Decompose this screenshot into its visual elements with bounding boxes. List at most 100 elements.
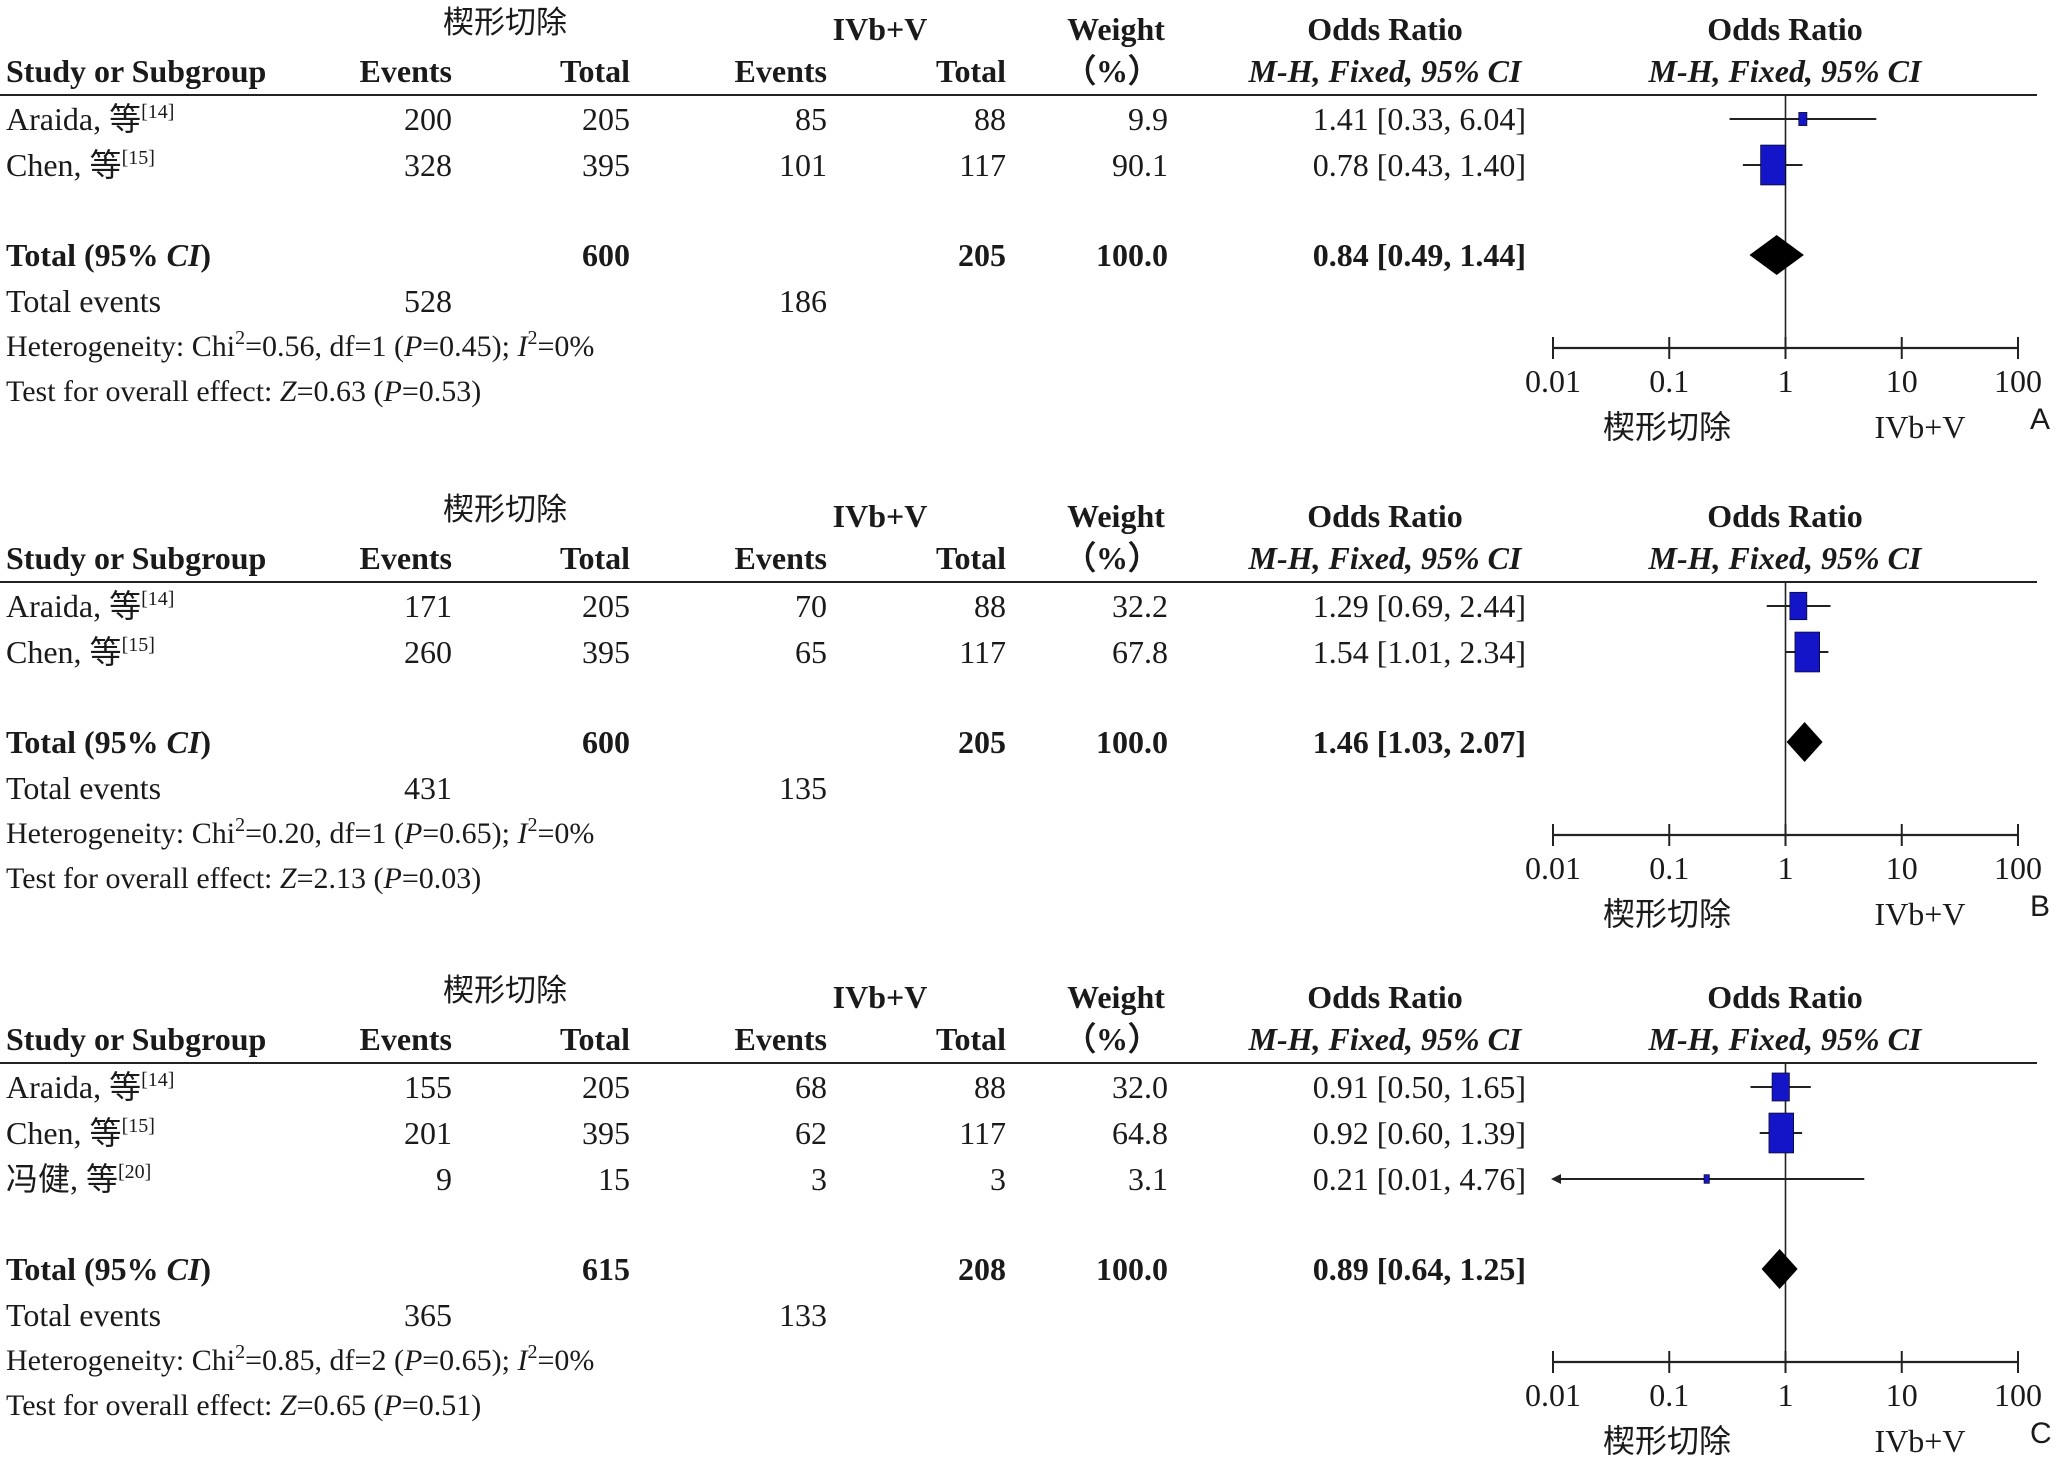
x-tick-label: 10 xyxy=(1886,1377,1918,1413)
or-header-plot: Odds Ratio xyxy=(1707,498,1863,534)
overall-effect-part: Z xyxy=(279,1389,297,1422)
pooled-diamond xyxy=(1749,235,1804,275)
total1-sum: 600 xyxy=(582,724,630,760)
heterogeneity-part: =0.20, df=1 ( xyxy=(245,817,404,850)
favours-left-label: 楔形切除 xyxy=(1603,409,1731,445)
ci-arrow xyxy=(1551,1174,1561,1184)
study-name: Araida, 等[14] xyxy=(6,101,175,137)
heterogeneity-part: =0.65); xyxy=(422,817,518,850)
heterogeneity-part: P xyxy=(403,1344,423,1377)
heterogeneity-part: 2 xyxy=(235,1341,246,1363)
forest-plot-svg: 0.01 0.1 1 10 100 楔形切除 IVb+V xyxy=(1525,583,2042,932)
study-weight-square xyxy=(1798,112,1808,126)
weight-sum: 100.0 xyxy=(1096,724,1168,760)
x-tick-label: 0.01 xyxy=(1525,1377,1581,1413)
or-header-plot: Odds Ratio xyxy=(1707,979,1863,1015)
x-tick-label: 10 xyxy=(1886,850,1918,886)
total1-cell: 395 xyxy=(582,1115,630,1151)
pooled-or-ci: 0.89 [0.64, 1.25] xyxy=(1312,1251,1526,1287)
group2-header: IVb+V xyxy=(832,979,928,1015)
overall-effect-part: Z xyxy=(279,862,297,895)
overall-effect-part: =0.53) xyxy=(401,375,482,408)
overall-effect-part: =0.63 ( xyxy=(296,375,384,408)
or-ci-cell: 0.21 [0.01, 4.76] xyxy=(1312,1161,1526,1197)
x-tick-label: 0.1 xyxy=(1649,850,1689,886)
study-name: Araida, 等[14] xyxy=(6,1069,175,1105)
forest-plot-svg: 0.01 0.1 1 10 100 楔形切除 IVb+V xyxy=(1525,96,2042,445)
or-method-table: M-H, Fixed, 95% CI xyxy=(1248,1021,1522,1057)
heterogeneity-part: P xyxy=(403,330,423,363)
overall-effect-part: Test for overall effect: xyxy=(6,375,280,408)
x-tick-label: 1 xyxy=(1778,850,1794,886)
total2-sum: 205 xyxy=(958,724,1006,760)
panel-letter: B xyxy=(2030,890,2051,923)
overall-effect-part: =0.65 ( xyxy=(296,1389,384,1422)
total1-cell: 205 xyxy=(582,1069,630,1105)
heterogeneity-part: =0.85, df=2 ( xyxy=(245,1344,404,1377)
weight-sum: 100.0 xyxy=(1096,1251,1168,1287)
heterogeneity-part: =0.65); xyxy=(422,1344,518,1377)
events2-cell: 62 xyxy=(795,1115,827,1151)
favours-right-label: IVb+V xyxy=(1875,1423,1966,1459)
events1-cell: 200 xyxy=(404,101,452,137)
forest-plot-svg: 0.01 0.1 1 10 100 楔形切除 IVb+V xyxy=(1525,1064,2042,1459)
total2-cell: 117 xyxy=(959,147,1006,183)
total1-header: Total xyxy=(560,1021,630,1057)
overall-effect-part: =0.03) xyxy=(401,862,482,895)
total1-header: Total xyxy=(560,53,630,89)
heterogeneity-part: Heterogeneity: Chi xyxy=(6,330,236,363)
pooled-diamond xyxy=(1761,1249,1798,1289)
total2-cell: 3 xyxy=(990,1161,1006,1197)
events2-cell: 101 xyxy=(779,147,827,183)
total2-cell: 117 xyxy=(959,634,1006,670)
heterogeneity-part: 2 xyxy=(527,814,538,836)
x-tick-label: 100 xyxy=(1994,850,2042,886)
heterogeneity-part: I xyxy=(517,330,528,363)
panel-letter: A xyxy=(2030,403,2051,436)
weight-unit-header: （%） xyxy=(1063,540,1160,576)
study-reference: [14] xyxy=(141,101,175,123)
forest-panel-a: 楔形切除 IVb+V Weight Odds Ratio Odds Ratio Study… xyxy=(0,0,2057,470)
or-method-table: M-H, Fixed, 95% CI xyxy=(1248,540,1522,576)
weight-cell: 32.2 xyxy=(1112,588,1168,624)
study-name: Chen, 等[15] xyxy=(6,147,155,183)
events2-header: Events xyxy=(734,540,827,576)
overall-effect-text: Test for overall effect: Z=0.65 (P=0.51) xyxy=(6,1387,481,1425)
total-label: Total (95% CI) xyxy=(6,237,212,273)
x-tick-label: 0.1 xyxy=(1649,1377,1689,1413)
header-rule xyxy=(0,581,2037,583)
total1-header: Total xyxy=(560,540,630,576)
study-weight-square xyxy=(1768,1112,1794,1154)
total2-cell: 88 xyxy=(974,101,1006,137)
header-rule xyxy=(0,94,2037,96)
total1-cell: 15 xyxy=(598,1161,630,1197)
total-events1: 365 xyxy=(404,1297,452,1333)
total-events-label: Total events xyxy=(6,770,162,806)
or-header-plot: Odds Ratio xyxy=(1707,11,1863,47)
heterogeneity-part: =0.45); xyxy=(422,330,518,363)
overall-effect-part: Test for overall effect: xyxy=(6,862,280,895)
pooled-diamond xyxy=(1786,722,1823,762)
heterogeneity-part: =0% xyxy=(537,1344,595,1377)
weight-cell: 9.9 xyxy=(1128,101,1168,137)
header-rule xyxy=(0,1062,2037,1064)
events2-header: Events xyxy=(734,53,827,89)
or-method-plot: M-H, Fixed, 95% CI xyxy=(1648,1021,1922,1057)
study-name: Araida, 等[14] xyxy=(6,588,175,624)
weight-sum: 100.0 xyxy=(1096,237,1168,273)
group1-header: 楔形切除 xyxy=(443,492,567,527)
total-events2: 186 xyxy=(779,283,827,319)
total-label: Total (95% CI) xyxy=(6,724,212,760)
total-label-ci: CI xyxy=(166,724,201,760)
heterogeneity-part: =0% xyxy=(537,817,595,850)
weight-cell: 32.0 xyxy=(1112,1069,1168,1105)
total2-sum: 208 xyxy=(958,1251,1006,1287)
favours-left-label: 楔形切除 xyxy=(1603,1423,1731,1459)
panel-letter: C xyxy=(2030,1417,2052,1450)
favours-left-label: 楔形切除 xyxy=(1603,896,1731,932)
forest-panel-c: 楔形切除 IVb+V Weight Odds Ratio Odds Ratio Study… xyxy=(0,968,2057,1459)
total1-cell: 395 xyxy=(582,634,630,670)
weight-unit-header: （%） xyxy=(1063,53,1160,89)
weight-unit-header: （%） xyxy=(1063,1021,1160,1057)
events2-cell: 70 xyxy=(795,588,827,624)
